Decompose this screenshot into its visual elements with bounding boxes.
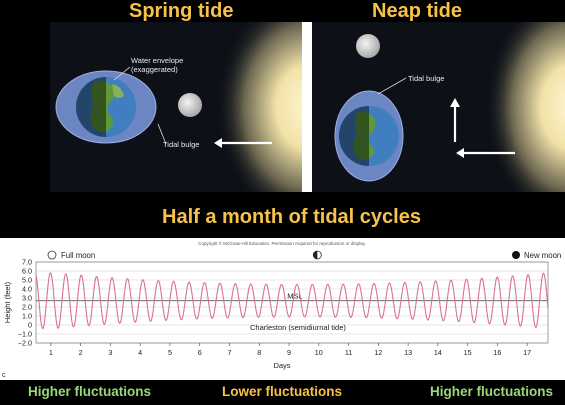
earth [339, 106, 399, 166]
full-moon-icon [47, 250, 57, 260]
y-tick-label: 3.0 [22, 294, 32, 303]
sun-direction-arrow [214, 138, 272, 148]
y-tick-label: 7.0 [22, 258, 32, 267]
neap-tide-illustration [312, 22, 565, 192]
y-tick-label: −2.0 [18, 339, 32, 348]
x-tick-label: 5 [168, 348, 172, 357]
water-envelope-pointer [113, 66, 131, 81]
y-tick-label: 5.0 [22, 276, 32, 285]
x-tick-label: 4 [138, 348, 142, 357]
full-moon-label: Full moon [61, 251, 95, 260]
tide-chart: Copyright © McGraw-Hill Education. Permi… [0, 238, 565, 380]
x-tick-label: 16 [493, 348, 501, 357]
y-tick-label: 4.0 [22, 285, 32, 294]
neap-tide-title: Neap tide [372, 0, 463, 22]
sun-glow [442, 22, 565, 192]
x-tick-label: 14 [434, 348, 442, 357]
y-tick-label: 0 [28, 321, 32, 330]
x-tick-label: 13 [404, 348, 412, 357]
x-tick-label: 17 [523, 348, 531, 357]
spring-tidal-bulge-label: Tidal bulge [163, 140, 200, 149]
x-tick-label: 3 [108, 348, 112, 357]
spring-tide-title: Spring tide [129, 0, 234, 22]
new-moon-icon [512, 251, 520, 259]
tidal-bulge-pointer [157, 123, 167, 145]
msl-label: MSL [287, 292, 302, 301]
water-envelope-label: Water envelope (exaggerated) [131, 56, 184, 74]
footer-right: Higher fluctuations [430, 384, 554, 399]
neap-tidal-bulge-label: Tidal bulge [408, 74, 445, 83]
footer-left: Higher fluctuations [28, 384, 152, 399]
moon [178, 93, 202, 117]
neap-tide-panel: Tidal bulge [312, 22, 565, 192]
y-tick-label: −1.0 [18, 330, 32, 339]
y-tick-label: 6.0 [22, 267, 32, 276]
half-month-title: Half a month of tidal cycles [162, 206, 421, 228]
tide-curve [35, 272, 549, 330]
x-axis-label: Days [273, 361, 290, 370]
tidal-bulge-pointer [377, 77, 407, 95]
moon [356, 34, 380, 58]
x-tick-label: 7 [227, 348, 231, 357]
x-tick-label: 6 [198, 348, 202, 357]
tide-chart-svg: Copyright © McGraw-Hill Education. Permi… [2, 240, 561, 379]
y-tick-label: 1.0 [22, 312, 32, 321]
sun-direction-arrow [456, 148, 515, 158]
spring-tide-panel: Water envelope (exaggerated) Tidal bulge [50, 22, 302, 192]
x-tick-label: 15 [464, 348, 472, 357]
quarter-moon-shade [313, 251, 318, 259]
spring-tide-illustration [50, 22, 302, 192]
earth [76, 77, 136, 137]
x-tick-label: 2 [79, 348, 83, 357]
x-tick-label: 12 [374, 348, 382, 357]
panel-divider [302, 22, 312, 192]
new-moon-label: New moon [524, 251, 561, 260]
panel-letter: c [2, 372, 6, 379]
series-label: Charleston (semidiurnal tide) [250, 323, 346, 332]
footer-center: Lower fluctuations [222, 384, 343, 399]
x-tick-label: 1 [49, 348, 53, 357]
copyright-notice: Copyright © McGraw-Hill Education. Permi… [198, 240, 366, 246]
x-tick-label: 8 [257, 348, 261, 357]
x-tick-label: 10 [315, 348, 323, 357]
y-tick-label: 2.0 [22, 303, 32, 312]
x-tick-label: 9 [287, 348, 291, 357]
x-tick-label: 11 [345, 348, 352, 357]
y-axis-label: Height (feet) [3, 281, 12, 323]
moon-direction-arrow [450, 98, 460, 142]
